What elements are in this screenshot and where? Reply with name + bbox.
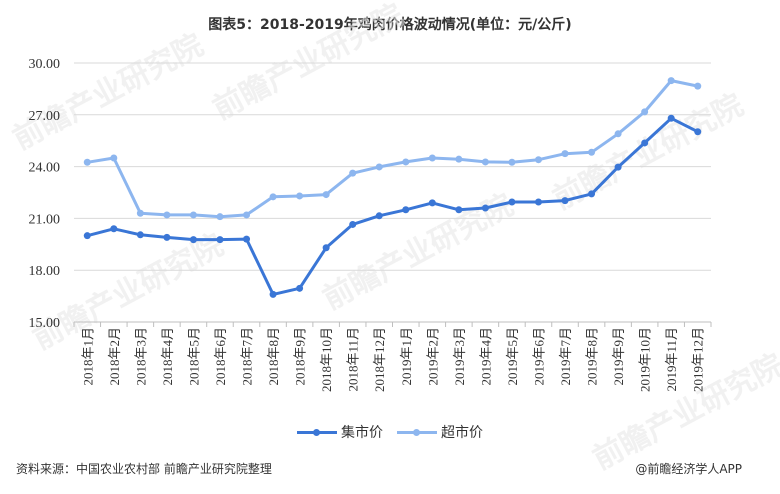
y-tick-label: 21.00 [29, 212, 61, 227]
data-point-marker [322, 244, 330, 252]
data-point-marker [163, 211, 171, 219]
y-tick-label: 18.00 [29, 264, 61, 279]
data-point-marker [83, 232, 91, 240]
data-point-marker [481, 158, 489, 166]
data-point-marker [561, 150, 569, 158]
x-tick-label: 2018年1月 [80, 327, 95, 386]
data-point-marker [428, 199, 436, 207]
y-tick-label: 30.00 [29, 57, 61, 72]
data-point-marker [455, 155, 463, 163]
x-tick-label: 2018年8月 [266, 327, 281, 386]
x-tick-label: 2019年5月 [505, 327, 520, 386]
data-point-marker [588, 148, 596, 156]
data-point-marker [614, 163, 622, 171]
data-point-marker [667, 77, 675, 85]
data-point-marker [481, 204, 489, 212]
data-point-marker [455, 206, 463, 214]
y-axis-labels: 15.00 18.00 21.00 24.00 27.00 30.00 [29, 57, 61, 331]
data-point-marker [110, 154, 118, 162]
data-point-marker [375, 163, 383, 171]
data-point-marker [243, 235, 251, 243]
legend: 集市价 超市价 [0, 422, 780, 442]
watermark-text: 前瞻产业研究院 [207, 0, 409, 127]
x-axis: 2018年1月 2018年2月 2018年3月 2018年4月 2018年5月 2018年… [73, 321, 712, 392]
data-point-marker [163, 233, 171, 241]
data-point-marker [216, 213, 224, 221]
chart-title: 图表5：2018-2019年鸡肉价格波动情况(单位：元/公斤) [208, 17, 572, 33]
data-point-marker [694, 82, 702, 90]
x-tick-label: 2019年3月 [452, 327, 467, 386]
x-tick-label: 2019年7月 [558, 327, 573, 386]
market-line-swatch-icon [297, 426, 337, 438]
data-point-marker [136, 209, 144, 217]
data-point-marker [641, 108, 649, 116]
data-point-marker [402, 206, 410, 214]
x-tick-label: 2018年5月 [186, 327, 201, 386]
y-tick-label: 24.00 [29, 161, 61, 176]
x-tick-label: 2018年6月 [213, 327, 228, 386]
data-point-marker [561, 197, 569, 205]
supermarket-line-swatch-icon [397, 426, 437, 438]
source-note: 资料来源：中国农业农村部 前瞻产业研究院整理 [16, 462, 272, 476]
x-tick-label: 2019年11月 [664, 327, 679, 392]
series-supermarket [83, 77, 702, 221]
data-point-marker [588, 190, 596, 198]
series-line [85, 116, 700, 296]
data-point-marker [349, 220, 357, 228]
data-point-marker [216, 236, 224, 244]
data-point-marker [322, 191, 330, 199]
y-tick-label: 15.00 [29, 316, 61, 331]
legend-label-supermarket: 超市价 [441, 425, 483, 441]
x-tick-label: 2019年1月 [399, 327, 414, 386]
x-tick-label: 2019年6月 [531, 327, 546, 386]
data-point-marker [508, 198, 516, 206]
data-point-marker [136, 231, 144, 239]
x-tick-label: 2018年3月 [133, 327, 148, 386]
watermark-text: 前瞻产业研究院 [7, 28, 209, 157]
series-market [83, 114, 702, 298]
credit-note: @前瞻经济学人APP [635, 462, 742, 476]
data-point-marker [296, 192, 304, 200]
x-tick-label: 2019年12月 [691, 327, 706, 392]
x-tick-label: 2018年9月 [293, 327, 308, 386]
data-point-marker [349, 169, 357, 177]
data-point-marker [641, 139, 649, 147]
data-point-marker [402, 158, 410, 166]
data-point-marker [508, 158, 516, 166]
x-tick-label: 2018年4月 [160, 327, 175, 386]
x-tick-label: 2019年4月 [478, 327, 493, 386]
data-point-marker [614, 130, 622, 138]
data-point-marker [243, 211, 251, 219]
data-point-marker [189, 211, 197, 219]
x-tick-label: 2019年9月 [611, 327, 626, 386]
data-point-marker [110, 225, 118, 233]
data-point-marker [534, 198, 542, 206]
data-point-marker [667, 114, 675, 122]
data-point-marker [534, 156, 542, 164]
gridlines [74, 62, 711, 271]
x-tick-label: 2018年12月 [372, 327, 387, 392]
legend-label-market: 集市价 [341, 425, 383, 441]
legend-item-supermarket[interactable]: 超市价 [397, 422, 483, 442]
legend-item-market[interactable]: 集市价 [297, 422, 383, 442]
x-tick-label: 2019年10月 [638, 327, 653, 392]
data-point-marker [83, 158, 91, 166]
y-tick-label: 27.00 [29, 109, 61, 124]
data-point-marker [269, 290, 277, 298]
data-point-marker [296, 284, 304, 292]
data-point-marker [694, 128, 702, 136]
x-tick-label: 2018年10月 [319, 327, 334, 392]
data-point-marker [269, 193, 277, 201]
x-tick-label: 2019年2月 [425, 327, 440, 386]
x-tick-label: 2018年2月 [107, 327, 122, 386]
series-line [85, 79, 700, 219]
x-tick-label: 2019年8月 [585, 327, 600, 386]
data-point-marker [428, 154, 436, 162]
data-point-marker [375, 212, 383, 220]
data-point-marker [189, 236, 197, 244]
x-tick-label: 2018年11月 [346, 327, 361, 392]
x-tick-label: 2018年7月 [240, 327, 255, 386]
